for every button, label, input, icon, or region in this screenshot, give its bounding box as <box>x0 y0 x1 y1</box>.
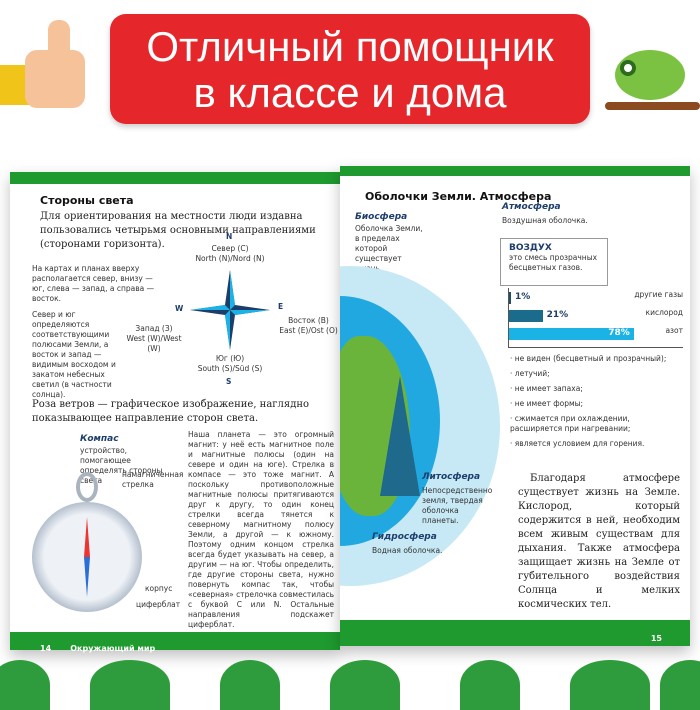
footer-subject: Окружающий мир <box>70 644 156 653</box>
gas-pct-label: 21% <box>546 310 569 320</box>
compass-image <box>32 502 142 612</box>
lithosphere-title: Литосфера <box>422 472 481 482</box>
gas-name: другие газы <box>634 290 683 299</box>
section-title: Оболочки Земли. Атмосфера <box>365 190 552 203</box>
page-number: 15 <box>650 634 662 643</box>
property-item: не имеет запаха; <box>510 384 680 394</box>
label-needle: намагниченная стрелка <box>122 470 184 489</box>
rose-south-label: Юг (Ю) South (S)/Süd (S) <box>197 354 263 373</box>
section-title: Стороны света <box>40 194 134 207</box>
rose-w: W <box>175 304 184 313</box>
label-body: корпус <box>145 584 173 593</box>
rose-north-label: Север (С) North (N)/Nord (N) <box>195 244 265 263</box>
headline-banner: Отличный помощник в классе и дома <box>110 14 590 124</box>
hydrosphere-title: Гидросфера <box>372 532 437 542</box>
atmosphere-body: Благодаря атмосфере существует жизнь на … <box>518 473 680 610</box>
property-item: не виден (бесцветный и прозрачный); <box>510 354 680 364</box>
left-page: Стороны света Для ориентирования на мест… <box>10 172 340 653</box>
note-poles: Север и юг определяются соответствующими… <box>32 310 116 399</box>
biosphere-title: Биосфера <box>355 212 408 222</box>
hydrosphere-desc: Водная оболочка. <box>372 546 443 555</box>
left-footer: 14 Окружающий мир <box>10 632 340 653</box>
headline-line-2: в классе и дома <box>193 69 507 116</box>
gas-name: кислород <box>645 308 683 317</box>
gas-pct-label: 1% <box>515 292 531 302</box>
compass-star-icon <box>190 270 270 350</box>
compass-rose: N Север (С) North (N)/Nord (N) W Запад (З… <box>120 232 345 397</box>
wind-rose-definition: Роза ветров — графическое изображение, н… <box>32 399 310 424</box>
rose-e: E <box>278 302 284 311</box>
chameleon-icon <box>605 30 700 120</box>
intro-text: Для ориентирования на местности люди изд… <box>40 211 316 250</box>
right-page: Оболочки Земли. Атмосфера Биосфера Оболо… <box>340 166 690 646</box>
lithosphere-desc: Непосредственно земля, твердая оболочка … <box>422 486 493 525</box>
air-title: ВОЗДУХ <box>509 243 552 253</box>
property-item: не имеет формы; <box>510 399 680 409</box>
right-footer: 15 <box>340 620 690 646</box>
plants-decoration <box>0 660 700 710</box>
property-item: сжимается при охлаждении, расширяется пр… <box>510 414 680 434</box>
gas-bar: 1% <box>509 292 530 304</box>
property-item: является условием для горения. <box>510 439 680 449</box>
gas-bar: 21% <box>509 310 568 322</box>
rose-west-label: Запад (З) West (W)/West (W) <box>126 324 182 353</box>
rose-s: S <box>226 377 232 386</box>
atmosphere-title: Атмосфера <box>502 202 561 212</box>
gas-pct-label: 78% <box>608 328 630 338</box>
magnet-text: Наша планета — это огромный магнит: у не… <box>188 430 335 629</box>
rose-east-label: Восток (В) East (E)/Ost (O) <box>279 316 338 335</box>
property-item: летучий; <box>510 369 680 379</box>
atmosphere-desc: Воздушная оболочка. <box>502 216 588 225</box>
gas-bar: 78% <box>509 328 634 340</box>
air-composition-chart: 1% другие газы 21% кислород 78% азот <box>508 288 683 348</box>
headline-line-1: Отличный помощник <box>146 23 554 70</box>
rose-n: N <box>226 232 233 241</box>
compass-title: Компас <box>80 434 119 444</box>
thumbs-up-icon <box>0 20 95 110</box>
air-box: ВОЗДУХ это смесь прозрачных бесцветных г… <box>500 238 608 286</box>
page-number: 14 <box>40 644 52 653</box>
air-properties-list: не виден (бесцветный и прозрачный); летуч… <box>510 354 680 454</box>
air-desc: это смесь прозрачных бесцветных газов. <box>509 253 598 272</box>
note-maps: На картах и планах вверху располагается … <box>32 264 155 303</box>
label-dial: циферблат <box>136 600 181 609</box>
gas-name: азот <box>665 326 683 335</box>
